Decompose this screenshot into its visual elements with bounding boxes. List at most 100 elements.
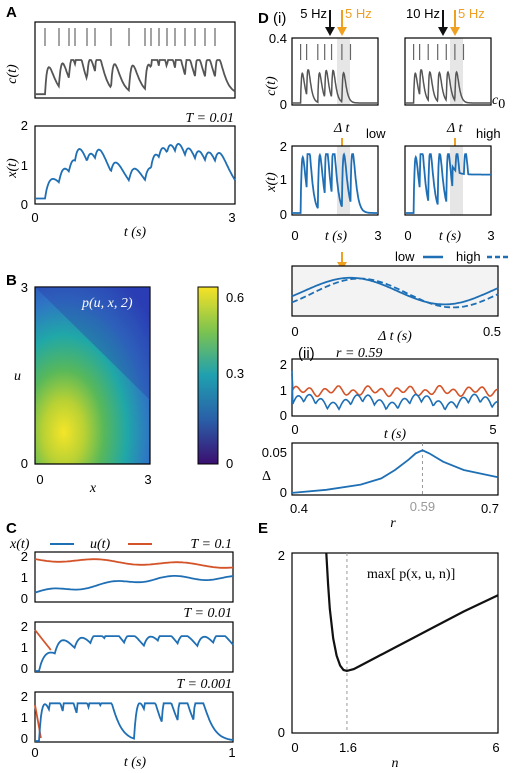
di-c-ytick-0: 0 [280, 97, 287, 112]
di-x-low-trace [292, 152, 378, 214]
di-c-low-frame [291, 37, 379, 106]
e-xtick-0: 0 [291, 740, 298, 755]
di-label-5hz-black: 5 Hz [300, 6, 327, 21]
dii-xtick-5: 5 [489, 422, 496, 437]
b-xtick-3: 3 [144, 472, 151, 487]
di-arrow-low-black [325, 10, 335, 36]
di-arrow-low-orange [337, 10, 347, 36]
dii-annotation: r = 0.59 [336, 346, 382, 361]
di-high-label: high [476, 126, 501, 141]
di-x-high-xlabel: t (s) [439, 229, 462, 244]
panel-label-b: B [6, 272, 17, 289]
b-frame [34, 286, 151, 465]
c1-u-trace [34, 558, 234, 569]
c1-annotation: T = 0.1 [191, 537, 232, 552]
b-upper-tint [35, 287, 150, 400]
e-xtick-16: 1.6 [339, 740, 357, 755]
di-x-low-xtick-0: 0 [291, 228, 298, 243]
b-colorbar [197, 286, 219, 465]
dii-delta-curve [291, 449, 499, 494]
a-ytick-2: 2 [21, 118, 28, 133]
di-c0-label: c0 [492, 93, 505, 112]
panel-label-e: E [258, 520, 268, 537]
b-cbar-tick-0: 0 [226, 456, 233, 471]
dz-high-trace [291, 277, 499, 309]
dz-frame [291, 265, 499, 317]
di-x-low-xtick-3: 3 [374, 228, 381, 243]
dii-x-trace [291, 370, 499, 411]
di-arrow-high-black [438, 10, 448, 36]
dii-bottom-ytick-0: 0 [280, 485, 287, 500]
a-c-trace [35, 59, 236, 96]
e-ytick-2: 2 [278, 548, 285, 563]
e-xtick-6: 6 [492, 740, 499, 755]
c1-x-trace [34, 575, 234, 594]
panel-label-c: C [6, 520, 17, 537]
c2-frame [34, 621, 234, 673]
dii-bottom-xtick-04: 0.4 [290, 501, 308, 516]
b-ylabel: u [14, 369, 21, 384]
di-low-label: low [366, 126, 386, 141]
panel-label-di: (i) [273, 10, 286, 27]
dii-bottom-ylabel: Δ [262, 469, 271, 484]
di-c-high-trace [405, 69, 491, 104]
b-xlabel: x [89, 481, 97, 496]
c2-u-trace [34, 629, 52, 651]
di-x-high-trace [405, 153, 491, 214]
c-legend-u-label: u(t) [90, 537, 111, 552]
a-bottom-ylabel: x(t) [5, 158, 20, 179]
c2-ytick-1: 1 [21, 640, 28, 655]
a-xtick-0: 0 [31, 210, 38, 225]
dii-bottom-ytick-005: 0.05 [262, 445, 287, 460]
a-ytick-1: 1 [21, 158, 28, 173]
b-xtick-0: 0 [36, 472, 43, 487]
dii-ytick-0: 0 [280, 408, 287, 423]
a-top-frame [34, 21, 236, 99]
a-bottom-frame [34, 125, 236, 205]
di-c-low-trace [292, 69, 378, 104]
di-dt-label-low: Δ t [333, 121, 350, 136]
dii-u-trace [291, 373, 499, 398]
dii-xlabel: t (s) [384, 427, 407, 442]
c3-ytick-2: 2 [21, 689, 28, 704]
b-ytick-0: 0 [21, 456, 28, 471]
dii-bottom-frame [291, 442, 499, 496]
c3-ytick-1: 1 [21, 710, 28, 725]
e-ytick-0: 0 [278, 725, 285, 740]
c1-ytick-0: 0 [21, 591, 28, 606]
di-x-high-frame [404, 145, 492, 216]
dz-xtick-05: 0.5 [483, 324, 501, 339]
b-heatmap [35, 287, 150, 464]
a-xtick-3: 3 [228, 210, 235, 225]
b-annotation: p(u, x, 2) [81, 296, 133, 311]
dii-ytick-2: 2 [280, 357, 287, 372]
di-x-ytick-1: 1 [280, 172, 287, 187]
e-frame [291, 552, 499, 734]
dz-legend-high-label: high [456, 249, 481, 264]
c1-ytick-2: 2 [21, 549, 28, 564]
di-x-ytick-2: 2 [280, 139, 287, 154]
a-top-ylabel: c(t) [5, 64, 20, 84]
c3-annotation: T = 0.001 [177, 677, 232, 692]
c2-ytick-0: 0 [21, 661, 28, 676]
di-x-ylabel: x(t) [264, 172, 279, 193]
panel-label-dii: (ii) [298, 345, 315, 362]
dz-legend-low-label: low [395, 249, 415, 264]
di-c-high-frame [404, 37, 492, 106]
di-x-low-frame [291, 145, 379, 216]
di-x-ytick-0: 0 [280, 207, 287, 222]
c1-frame [34, 551, 234, 603]
c-xlabel: t (s) [124, 755, 147, 770]
dii-bottom-xlabel: r [390, 516, 396, 531]
c3-x-trace [35, 702, 234, 742]
di-x-high-xtick-3: 3 [487, 228, 494, 243]
c3-frame [34, 691, 234, 743]
di-arrow-high-orange [450, 10, 460, 36]
a-ytick-0: 0 [21, 197, 28, 212]
b-cbar-tick-06: 0.6 [226, 290, 244, 305]
di-label-5hz-orange: 5 Hz [345, 6, 372, 21]
b-cbar-tick-03: 0.3 [226, 366, 244, 381]
di-c-high-spikes [413, 44, 465, 60]
c-xtick-1: 1 [228, 745, 235, 760]
c3-ytick-0: 0 [21, 731, 28, 746]
